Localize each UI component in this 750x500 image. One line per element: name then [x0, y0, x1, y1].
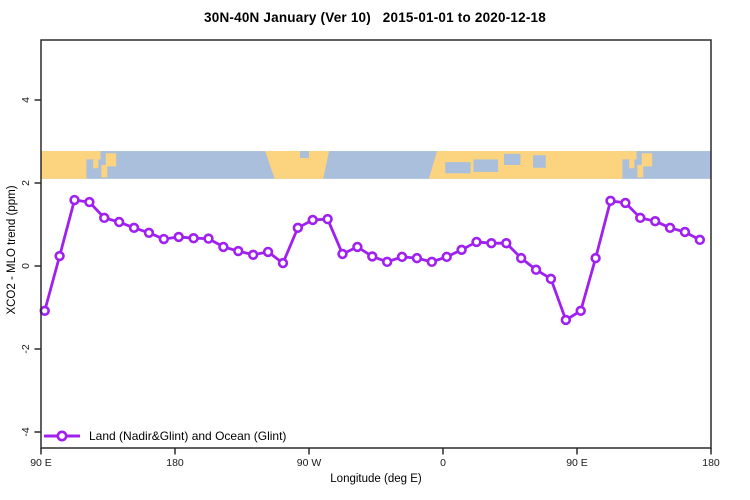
svg-text:4: 4	[20, 97, 32, 103]
legend-marker-icon	[44, 430, 80, 442]
svg-text:90 W: 90 W	[297, 457, 322, 469]
svg-text:2: 2	[20, 180, 32, 186]
chart-title: 30N-40N January (Ver 10) 2015-01-01 to 2…	[204, 10, 546, 25]
legend-label: Land (Nadir&Glint) and Ocean (Glint)	[89, 429, 287, 443]
series-markers	[39, 194, 706, 326]
svg-text:90 E: 90 E	[30, 457, 52, 469]
plot-border	[40, 39, 712, 449]
svg-text:-4: -4	[20, 427, 32, 436]
x-axis-title: Longitude (deg E)	[330, 473, 422, 485]
y-axis-title: XCO2 - MLO trend (ppm)	[6, 185, 18, 315]
svg-text:-2: -2	[20, 344, 32, 353]
x-axis-ticks: 90 E 180 90 W 0 90 E 180	[30, 448, 720, 469]
legend: Land (Nadir&Glint) and Ocean (Glint)	[44, 429, 286, 443]
svg-text:0: 0	[20, 263, 32, 269]
series-land-ocean	[39, 194, 706, 326]
svg-text:180: 180	[702, 457, 720, 469]
svg-text:0: 0	[440, 457, 446, 469]
svg-text:90 E: 90 E	[566, 457, 588, 469]
map-band	[41, 151, 711, 179]
y-axis-ticks: 4 2 0 -2 -4	[20, 97, 41, 437]
svg-text:180: 180	[166, 457, 184, 469]
